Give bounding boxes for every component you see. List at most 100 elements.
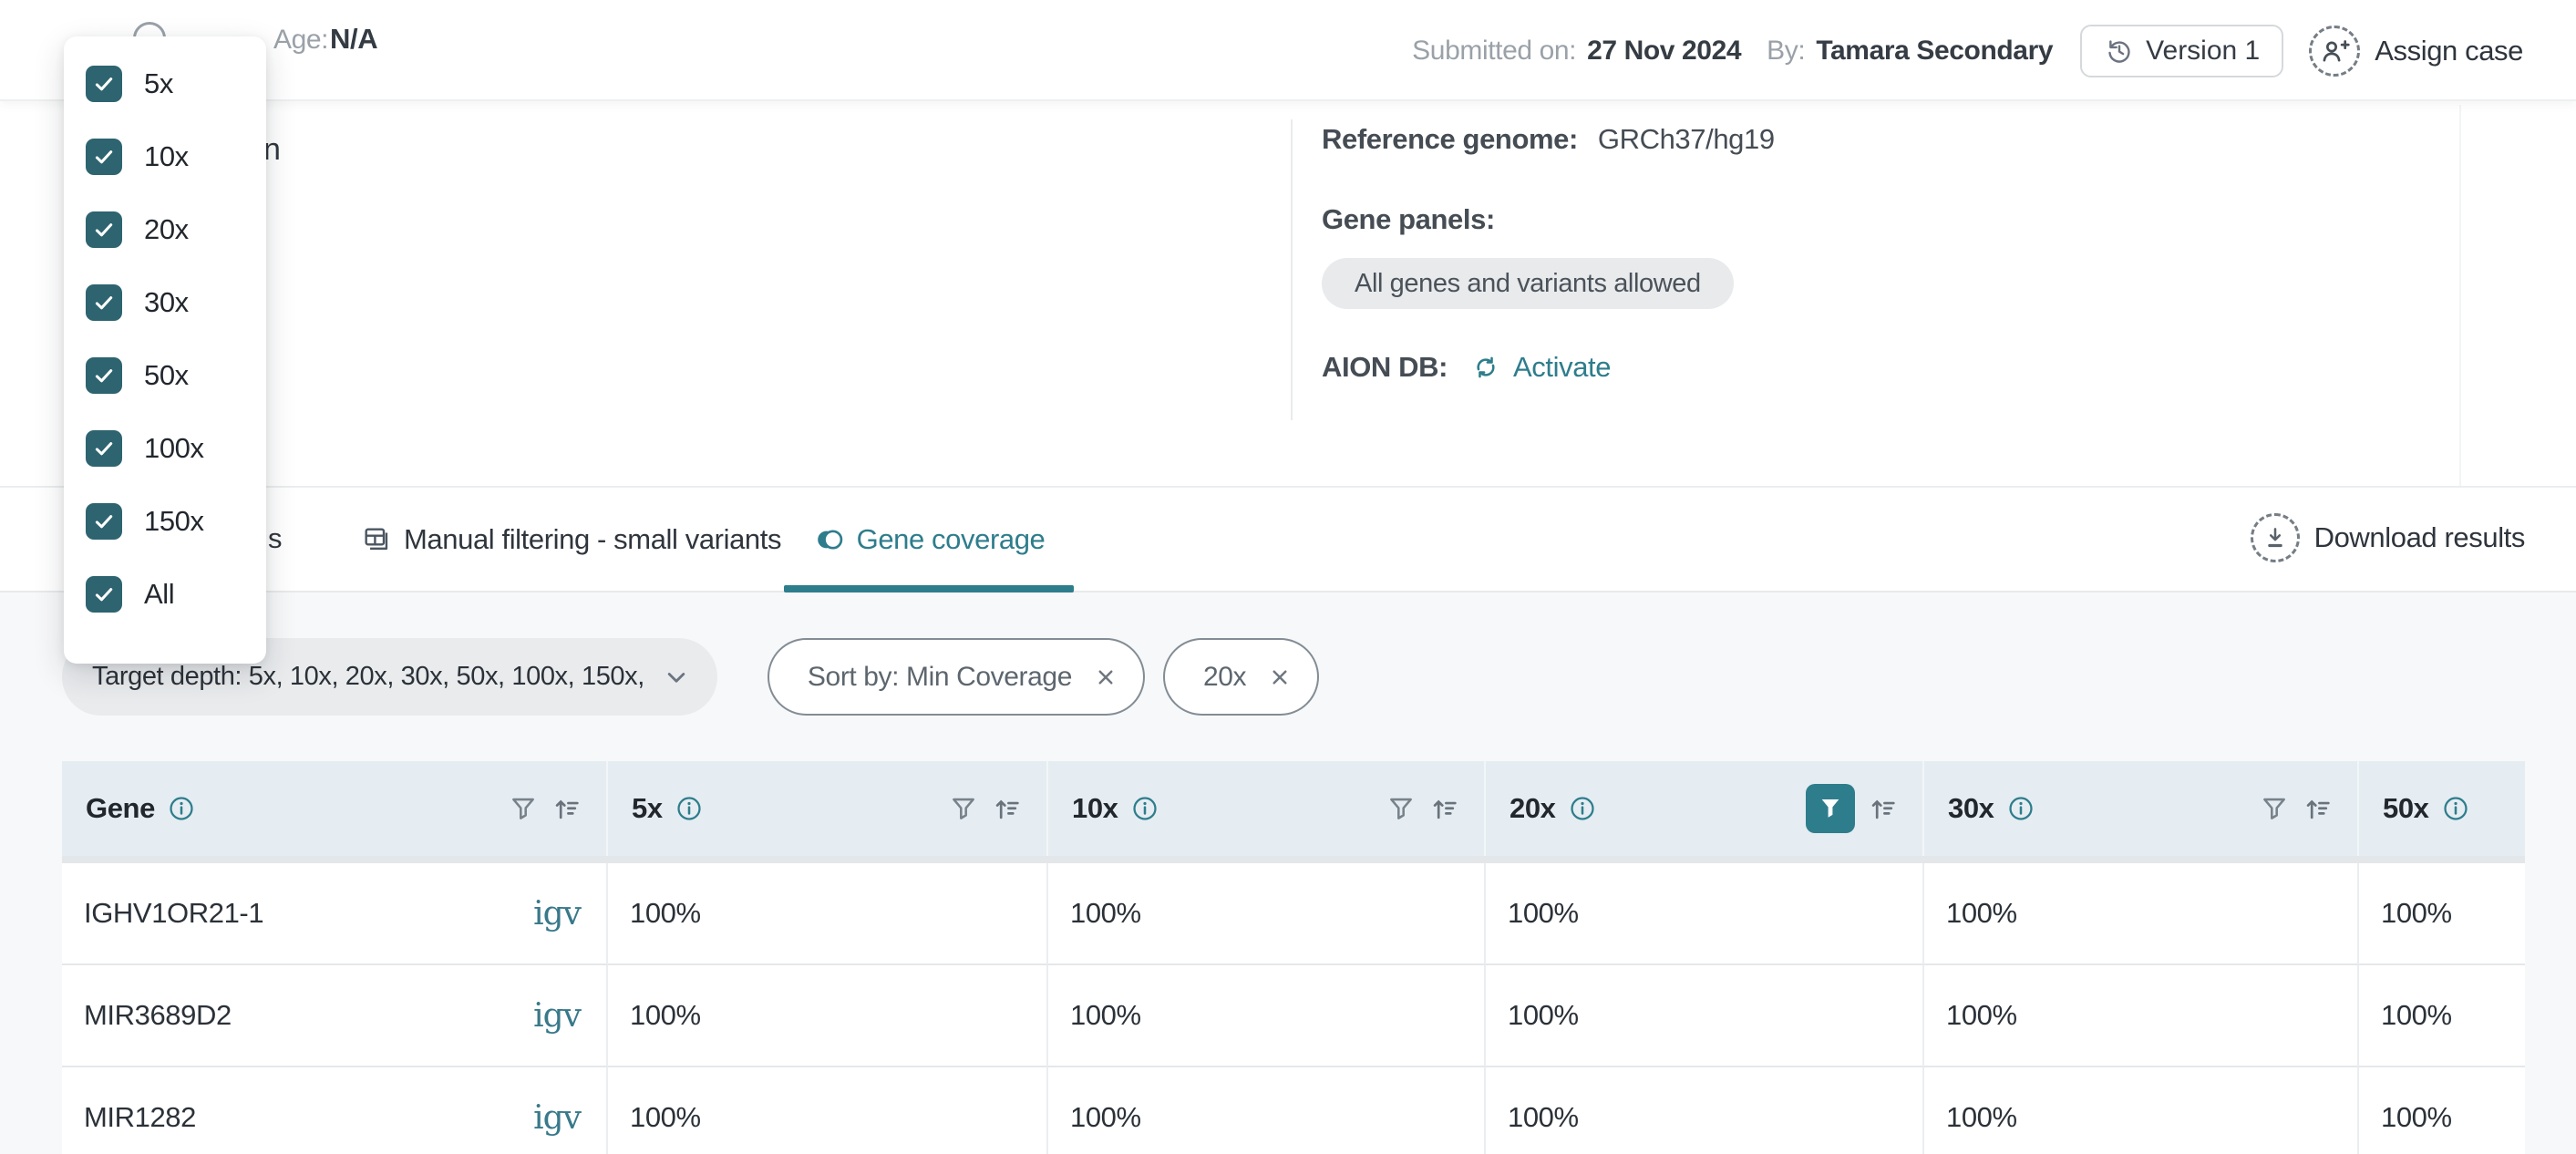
info-icon[interactable] <box>167 794 196 823</box>
gene-panels-label: Gene panels: <box>1322 203 1495 235</box>
depth-filter-chip[interactable]: 20x <box>1162 638 1320 716</box>
sort-icon[interactable] <box>992 793 1023 824</box>
tab-gene-coverage[interactable]: Gene coverage <box>802 488 1057 591</box>
sort-chip-label: Sort by: Min Coverage <box>807 661 1072 692</box>
analysis-info-panel: Reference genome: GRCh37/hg19 Gene panels… <box>1322 123 1775 384</box>
dropdown-option-30x[interactable]: 30x <box>64 266 266 339</box>
checkbox-checked[interactable] <box>86 139 122 175</box>
checkbox-checked[interactable] <box>86 503 122 540</box>
coverage-value: 100% <box>630 1101 701 1133</box>
coverage-cell: 100% <box>2359 1067 2525 1154</box>
column-label: Gene <box>86 792 155 824</box>
info-icon[interactable] <box>2441 794 2470 823</box>
sort-chip[interactable]: Sort by: Min Coverage <box>767 638 1145 716</box>
filter-icon-active[interactable] <box>1806 784 1855 833</box>
dropdown-option-20x[interactable]: 20x <box>64 193 266 266</box>
checkbox-checked[interactable] <box>86 576 122 613</box>
gene-panel-tag: All genes and variants allowed <box>1322 258 1734 309</box>
age-value: N/A <box>330 23 378 55</box>
column-label: 5x <box>632 792 663 824</box>
reference-genome-value: GRCh37/hg19 <box>1597 123 1775 155</box>
sort-icon[interactable] <box>1429 793 1460 824</box>
coverage-icon <box>815 525 844 554</box>
tab-manual-filtering-label: Manual filtering - small variants <box>404 522 782 555</box>
igv-link[interactable]: igv <box>533 1098 582 1137</box>
dropdown-option-label: 100x <box>144 432 204 464</box>
coverage-cell: 100% <box>1048 863 1486 965</box>
coverage-cell: 100% <box>608 1067 1048 1154</box>
download-results-label: Download results <box>2313 521 2526 553</box>
sort-icon[interactable] <box>551 793 582 824</box>
age-label: Age: <box>273 25 329 55</box>
remove-sort-icon[interactable] <box>1092 664 1119 691</box>
filter-icon[interactable] <box>2259 793 2290 824</box>
activate-aion-link[interactable]: Activate <box>1513 351 1612 383</box>
gene-cell: IGHV1OR21-1 igv <box>62 863 608 965</box>
download-results-button[interactable]: Download results <box>2250 513 2526 562</box>
coverage-cell: 100% <box>1486 965 1924 1067</box>
sort-icon[interactable] <box>1868 793 1899 824</box>
dropdown-option-label: 10x <box>144 140 189 172</box>
tab-manual-filtering[interactable]: Manual filtering - small variants <box>362 488 781 591</box>
reference-genome-label: Reference genome: <box>1322 123 1578 155</box>
dropdown-option-50x[interactable]: 50x <box>64 339 266 412</box>
aion-db-label: AION DB: <box>1322 351 1448 383</box>
dropdown-option-5x[interactable]: 5x <box>64 47 266 120</box>
target-depth-chip[interactable]: Target depth: 5x, 10x, 20x, 30x, 50x, 10… <box>62 638 717 716</box>
gene-name: MIR1282 <box>84 1101 196 1133</box>
coverage-value: 100% <box>1508 1101 1579 1133</box>
sort-icon[interactable] <box>2303 793 2334 824</box>
assign-case-icon[interactable] <box>2309 25 2361 77</box>
remove-depth-filter-icon[interactable] <box>1266 664 1293 691</box>
table-icon <box>362 525 391 554</box>
filter-icon[interactable] <box>1386 793 1417 824</box>
column-label: 20x <box>1510 792 1556 824</box>
gene-cell: MIR1282 igv <box>62 1067 608 1154</box>
download-icon <box>2250 513 2300 562</box>
column-header-10x: 10x <box>1048 761 1486 856</box>
coverage-cell: 100% <box>1048 1067 1486 1154</box>
coverage-value: 100% <box>1070 1101 1141 1133</box>
depth-filter-chip-label: 20x <box>1202 661 1247 692</box>
tab-hidden-fragment[interactable]: s <box>268 522 283 554</box>
dropdown-option-150x[interactable]: 150x <box>64 485 266 558</box>
coverage-value: 100% <box>2381 897 2452 929</box>
dropdown-option-100x[interactable]: 100x <box>64 412 266 485</box>
coverage-cell: 100% <box>2359 965 2525 1067</box>
checkbox-checked[interactable] <box>86 66 122 102</box>
version-button-label: Version 1 <box>2146 35 2261 66</box>
column-header-50x: 50x <box>2359 761 2525 856</box>
info-icon[interactable] <box>2006 794 2035 823</box>
dropdown-option-all[interactable]: All <box>64 558 266 631</box>
column-header-5x: 5x <box>608 761 1048 856</box>
dropdown-option-label: 50x <box>144 359 189 391</box>
dropdown-option-10x[interactable]: 10x <box>64 120 266 193</box>
coverage-cell: 100% <box>1924 1067 2359 1154</box>
table-row: MIR3689D2 igv 100% 100% 100% 100% 100% <box>62 965 2525 1067</box>
filter-icon[interactable] <box>508 793 539 824</box>
gene-cell: MIR3689D2 igv <box>62 965 608 1067</box>
checkbox-checked[interactable] <box>86 284 122 321</box>
case-meta: Submitted on: 27 Nov 2024 By: Tamara Sec… <box>1412 0 2523 101</box>
tabs-bar: s Manual filtering - small variants Gene… <box>0 486 2576 592</box>
version-button[interactable]: Version 1 <box>2080 24 2284 77</box>
igv-link[interactable]: igv <box>533 894 582 932</box>
gene-name: MIR3689D2 <box>84 999 232 1031</box>
coverage-value: 100% <box>1946 1101 2017 1133</box>
igv-link[interactable]: igv <box>533 996 582 1035</box>
checkbox-checked[interactable] <box>86 211 122 248</box>
checkbox-checked[interactable] <box>86 430 122 467</box>
column-header-20x: 20x <box>1486 761 1924 856</box>
coverage-value: 100% <box>1070 999 1141 1031</box>
table-header-row: Gene 5x <box>62 761 2525 856</box>
info-icon[interactable] <box>675 794 704 823</box>
header-gap <box>62 856 2525 863</box>
assign-case-button[interactable]: Assign case <box>2375 34 2523 67</box>
gene-coverage-table: Gene 5x <box>62 761 2525 1154</box>
filter-icon[interactable] <box>948 793 979 824</box>
info-icon[interactable] <box>1130 794 1159 823</box>
chevron-down-icon[interactable] <box>661 662 692 693</box>
info-icon[interactable] <box>1568 794 1597 823</box>
coverage-value: 100% <box>1508 999 1579 1031</box>
checkbox-checked[interactable] <box>86 357 122 394</box>
